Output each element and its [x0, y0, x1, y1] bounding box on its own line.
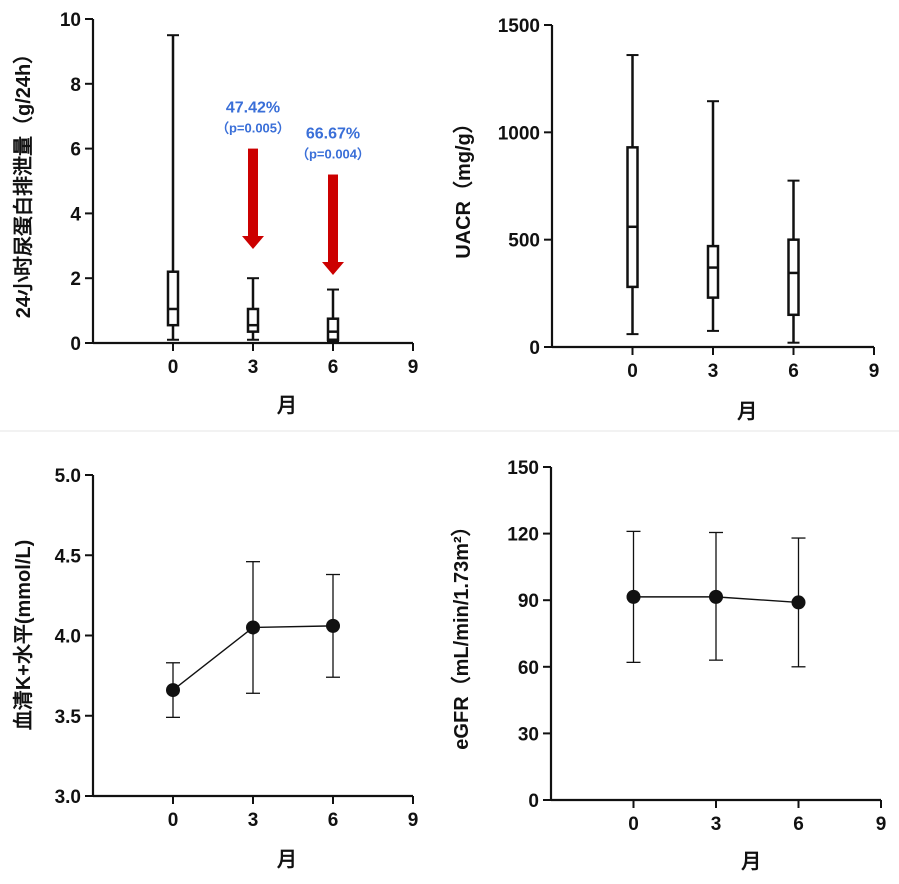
y-tick-label: 8 [70, 75, 81, 96]
y-tick-label: 30 [518, 724, 539, 745]
x-axis-label: 月 [276, 395, 297, 417]
reduction-arrow-head [322, 261, 344, 275]
y-tick-label: 1000 [498, 123, 540, 144]
data-point [166, 683, 180, 698]
box-iqr [246, 307, 260, 333]
x-tick-label: 0 [627, 361, 638, 382]
x-tick-label: 6 [788, 361, 799, 382]
x-tick-label: 0 [168, 357, 179, 378]
y-tick-label: 0 [528, 791, 539, 812]
reduction-percent-label: 66.67% [306, 126, 360, 143]
box-iqr [787, 238, 800, 317]
box-iqr [626, 146, 639, 289]
y-tick-label: 3.0 [55, 787, 81, 808]
y-axis-label: eGFR（mL/min/1.73m²） [450, 516, 473, 749]
data-point [246, 620, 260, 635]
y-tick-label: 10 [60, 10, 81, 31]
data-point [791, 595, 806, 610]
reduction-arrow-shaft [248, 148, 258, 238]
y-tick-label: 90 [518, 591, 539, 612]
x-axis-label: 月 [740, 851, 761, 873]
x-tick-label: 6 [793, 814, 804, 835]
box-iqr [706, 244, 720, 299]
box-iqr [166, 270, 180, 327]
reduction-arrow-head [242, 236, 264, 250]
y-tick-label: 6 [70, 140, 81, 161]
x-tick-label: 3 [248, 810, 259, 831]
chart-proteinuria: 0 2 4 6 8 10 0 3 6 9 月 24小时尿蛋白排泄量（g/24h） 47.42% （p=0.… [11, 10, 418, 417]
p-value-label: （p=0.004） [296, 147, 370, 162]
y-tick-label: 150 [507, 458, 539, 479]
box-iqr [326, 317, 340, 342]
y-tick-label: 2 [70, 269, 81, 290]
x-tick-label: 6 [328, 357, 339, 378]
y-axis-label: 24小时尿蛋白排泄量（g/24h） [11, 44, 35, 318]
x-tick-label: 9 [876, 814, 887, 835]
data-point [709, 589, 723, 604]
data-point [326, 618, 340, 633]
y-axis-label: UACR（mg/g） [452, 113, 475, 259]
y-tick-label: 4.5 [55, 546, 82, 567]
p-value-label: （p=0.005） [216, 121, 290, 136]
x-tick-label: 3 [248, 357, 259, 378]
y-tick-label: 500 [508, 231, 540, 252]
data-point [626, 589, 641, 604]
y-tick-label: 3.5 [55, 707, 82, 728]
x-axis-label: 月 [276, 849, 297, 871]
y-tick-label: 0 [70, 334, 81, 355]
x-axis-label: 月 [736, 401, 757, 423]
y-tick-label: 0 [529, 338, 540, 359]
x-tick-label: 3 [708, 361, 719, 382]
y-tick-label: 1500 [498, 16, 540, 37]
y-tick-label: 4.0 [55, 627, 81, 648]
x-tick-label: 9 [408, 357, 419, 378]
chart-serum-potassium: 3.0 3.5 4.0 4.5 5.0 0 3 6 9 月 血清K+水平(mmol/L) [11, 466, 418, 871]
y-axis-label: 血清K+水平(mmol/L) [11, 540, 35, 731]
x-tick-label: 3 [711, 814, 722, 835]
x-tick-label: 6 [328, 810, 339, 831]
y-tick-label: 4 [70, 204, 81, 225]
x-tick-label: 9 [408, 810, 419, 831]
x-tick-label: 0 [168, 810, 179, 831]
chart-egfr: 0 30 60 90 120 150 0 3 6 9 月 eGFR（mL/min/1.73m²） [450, 458, 886, 873]
y-tick-label: 60 [518, 658, 539, 679]
reduction-arrow-shaft [328, 174, 338, 263]
y-tick-label: 5.0 [55, 466, 81, 487]
chart-uacr: 0 500 1000 1500 0 3 6 9 月 UACR（mg/g） [452, 16, 879, 423]
x-tick-label: 9 [869, 361, 880, 382]
y-tick-label: 120 [507, 525, 539, 546]
reduction-percent-label: 47.42% [226, 100, 280, 117]
x-tick-label: 0 [628, 814, 639, 835]
